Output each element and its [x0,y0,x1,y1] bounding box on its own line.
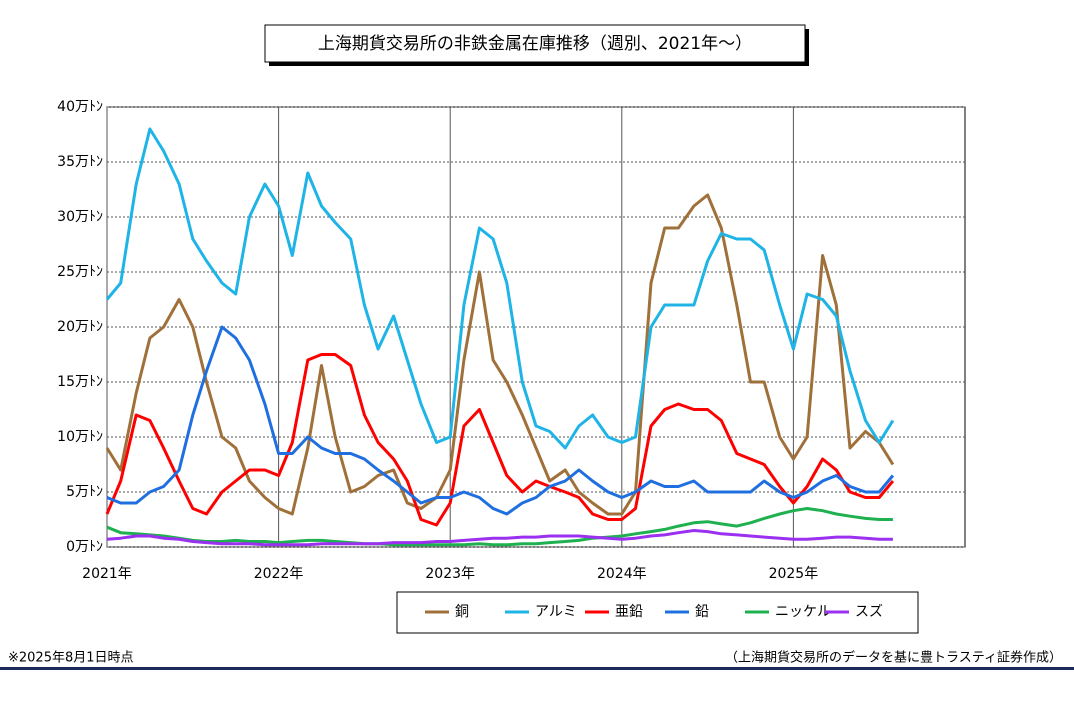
y-tick-label: 30万ﾄﾝ [57,209,103,225]
chart-title: 上海期貨交易所の非鉄金属在庫推移（週別、2021年～） [318,34,752,54]
y-tick-label: 5万ﾄﾝ [66,484,103,500]
legend-label: ニッケル [775,604,831,620]
series-line [106,507,893,547]
y-tick-label: 20万ﾄﾝ [57,319,103,335]
legend-label: 鉛 [695,604,709,620]
legend-label: 亜鉛 [615,604,643,620]
source-note: （上海期貨交易所のデータを基に豊トラスティ証券作成） [725,650,1062,666]
legend-label: 銅 [455,604,469,620]
series-line [105,353,895,527]
series-line [106,325,895,516]
legend-label: アルミ [535,604,577,620]
x-tick-label: 2021年 [82,566,132,582]
bottom-rule [0,667,1074,670]
series-line [105,193,895,516]
y-tick-label: 10万ﾄﾝ [57,429,103,445]
series-line [106,529,893,547]
y-tick-label: 0万ﾄﾝ [66,539,103,555]
y-tick-label: 40万ﾄﾝ [57,99,103,115]
x-tick-label: 2023年 [425,566,475,582]
y-tick-label: 15万ﾄﾝ [57,374,103,390]
legend-label: スズ [855,604,883,620]
x-tick-label: 2025年 [769,566,819,582]
footnote: ※2025年8月1日時点 [8,651,134,666]
x-tick-label: 2024年 [597,566,647,582]
y-tick-label: 35万ﾄﾝ [57,154,103,170]
y-tick-label: 25万ﾄﾝ [57,264,103,280]
x-tick-label: 2022年 [254,566,304,582]
title-box [264,24,806,63]
series-line [105,127,895,450]
